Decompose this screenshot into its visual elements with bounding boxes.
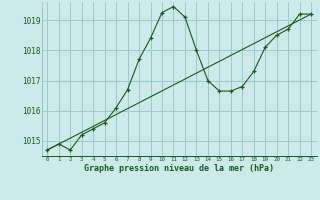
X-axis label: Graphe pression niveau de la mer (hPa): Graphe pression niveau de la mer (hPa) bbox=[84, 164, 274, 173]
